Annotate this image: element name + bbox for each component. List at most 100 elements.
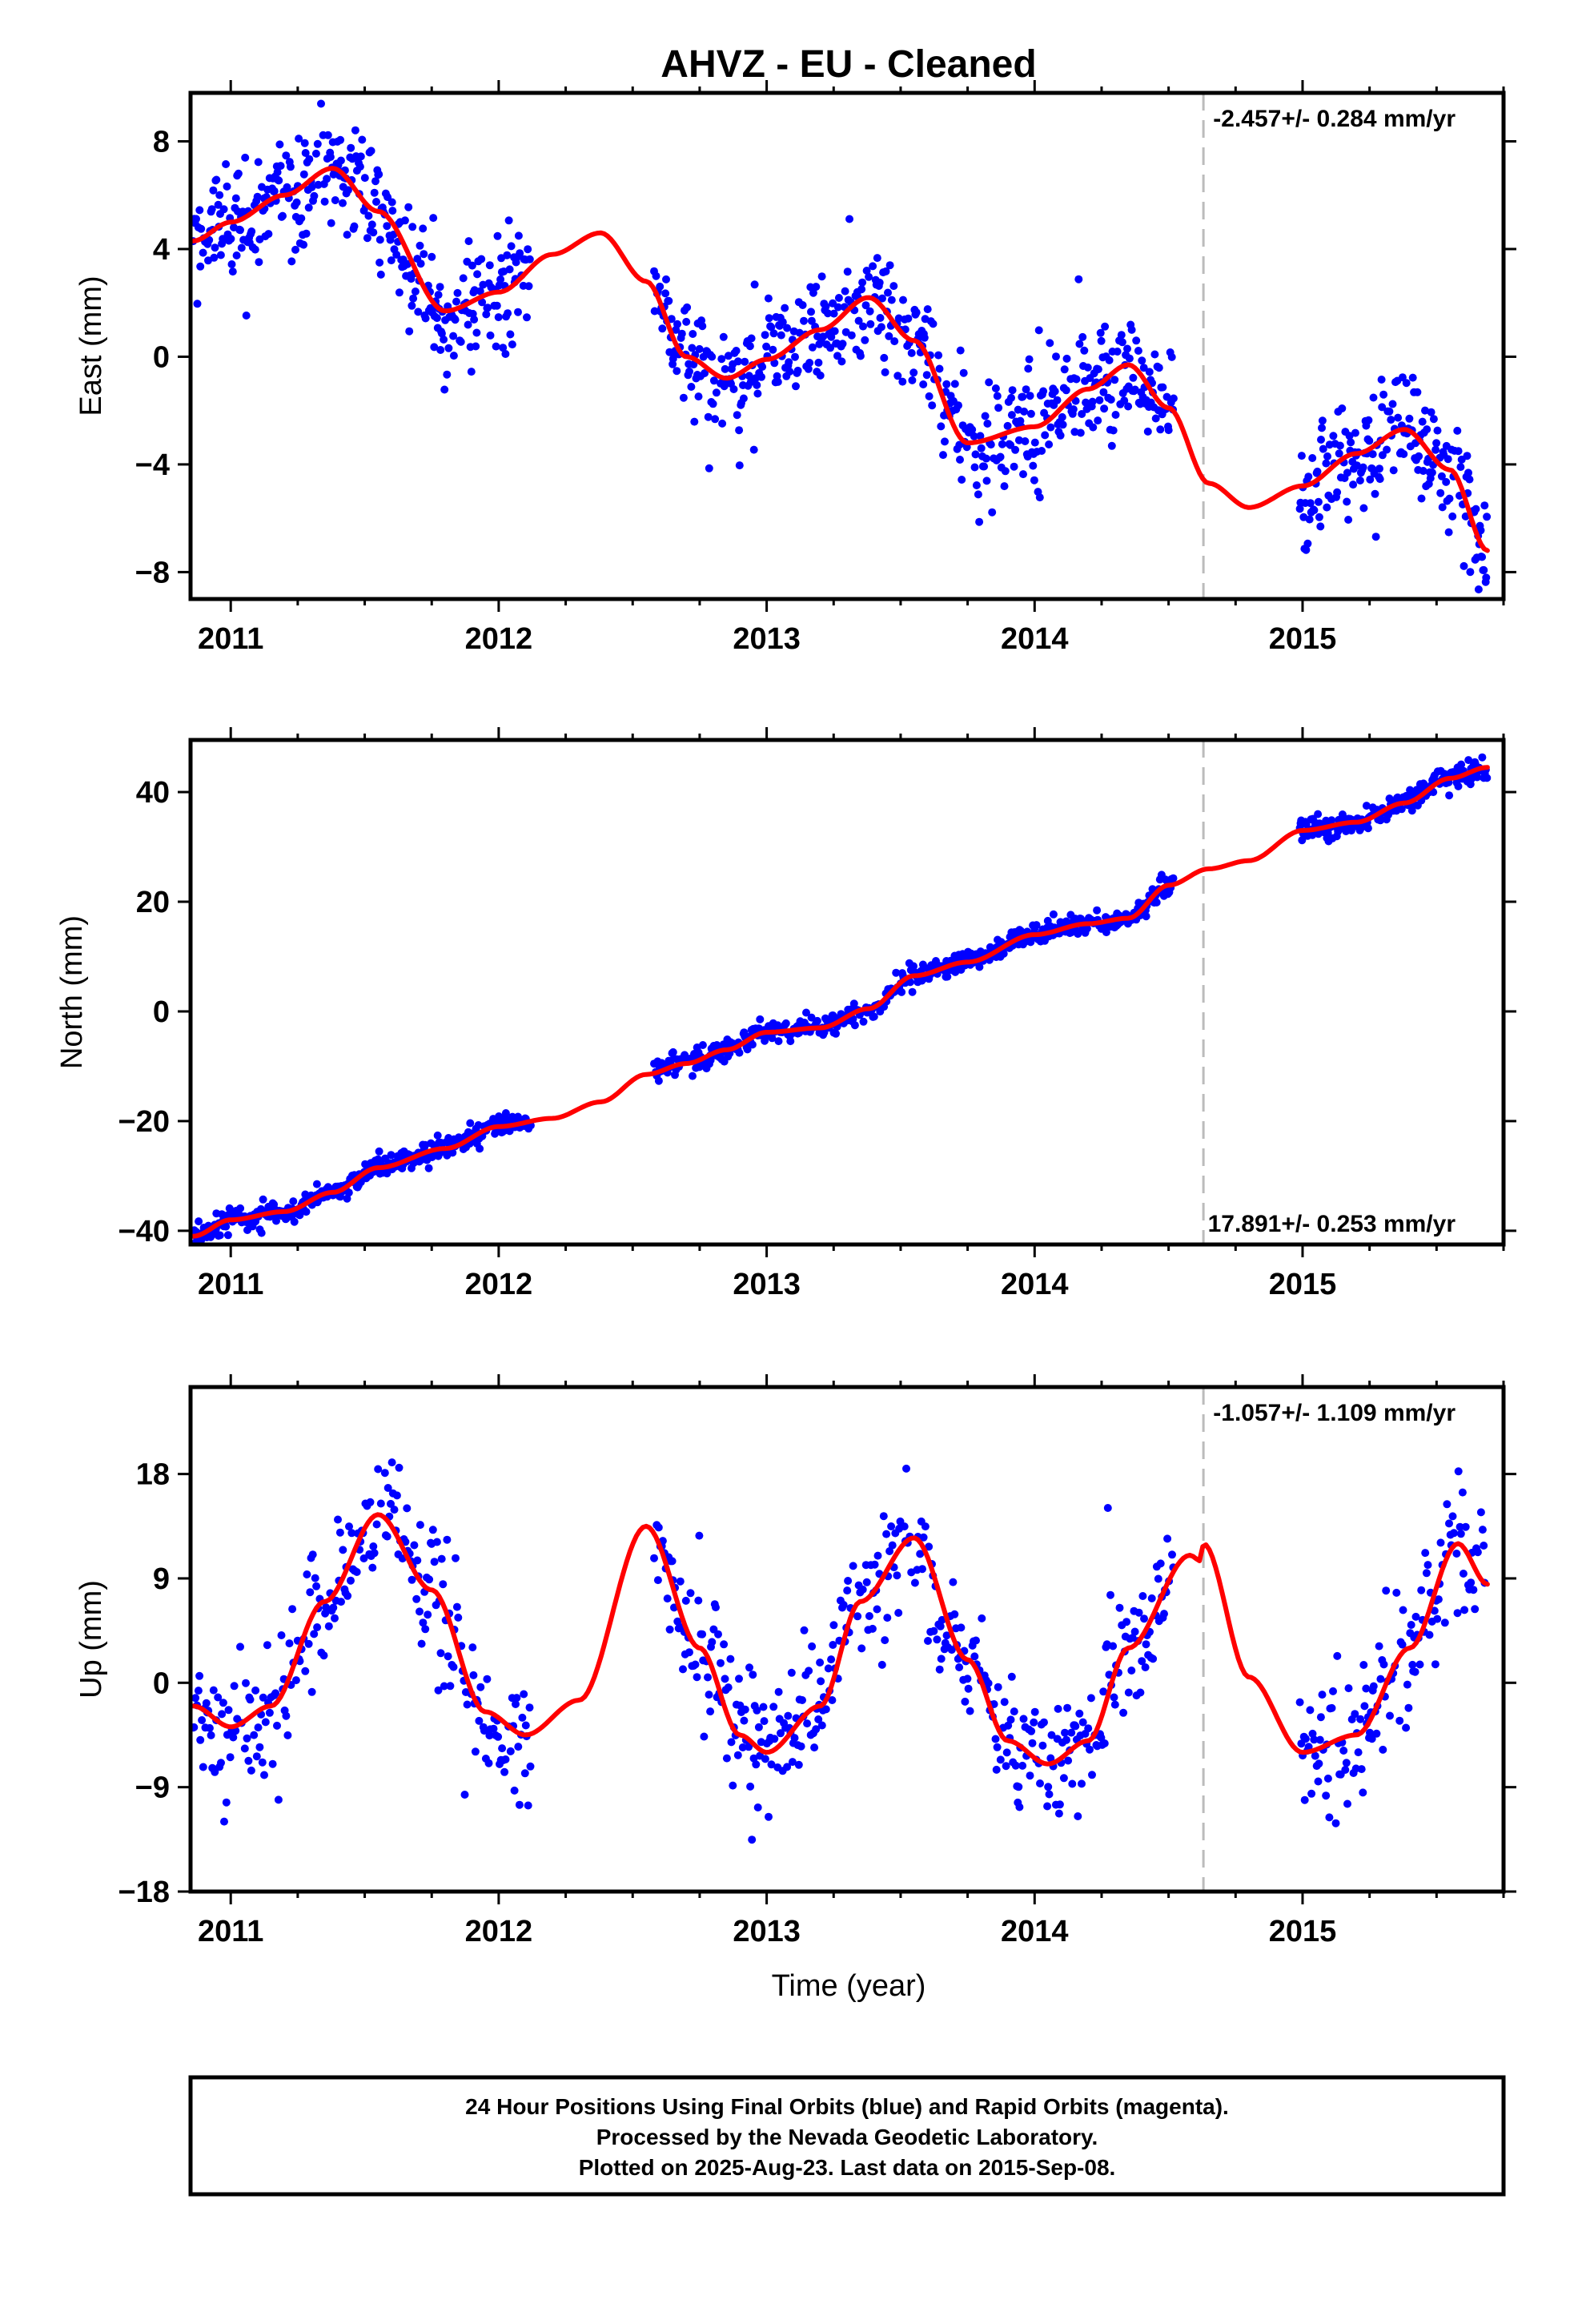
data-point <box>1335 441 1344 450</box>
data-point <box>1055 1800 1064 1809</box>
data-point <box>704 1673 712 1682</box>
data-point <box>724 352 733 360</box>
data-point <box>800 1626 809 1634</box>
data-point <box>794 1760 803 1769</box>
data-point <box>888 1541 897 1550</box>
data-point <box>862 267 871 275</box>
data-point <box>1088 397 1097 406</box>
data-point <box>344 1188 353 1197</box>
data-point <box>282 151 291 160</box>
data-point <box>726 1655 735 1663</box>
data-point <box>302 1208 311 1216</box>
data-point <box>307 183 316 191</box>
data-point <box>814 1715 823 1723</box>
data-point <box>525 1703 534 1712</box>
data-point <box>1075 1709 1084 1718</box>
x-tick-label: 2012 <box>465 622 533 656</box>
data-point <box>1154 1574 1162 1583</box>
data-point <box>784 1711 793 1720</box>
data-point <box>885 261 894 270</box>
data-point <box>759 1703 768 1711</box>
data-point <box>724 1683 733 1692</box>
data-point <box>749 1754 758 1763</box>
data-point <box>464 237 473 246</box>
data-point <box>524 282 533 291</box>
data-point <box>956 456 964 464</box>
data-point <box>745 372 753 380</box>
data-point <box>650 307 659 316</box>
data-point <box>1408 1660 1417 1669</box>
data-point <box>1063 1703 1072 1712</box>
data-point <box>1379 390 1388 399</box>
data-point <box>428 252 436 261</box>
x-tick-label: 2013 <box>733 1268 801 1301</box>
data-point <box>854 316 863 325</box>
data-point <box>1101 322 1110 331</box>
data-point <box>865 1612 873 1620</box>
data-point <box>243 1734 251 1743</box>
data-point <box>873 1551 882 1560</box>
data-point <box>943 972 952 981</box>
data-point <box>843 1586 852 1595</box>
data-point <box>1425 1630 1434 1639</box>
data-point <box>372 198 380 206</box>
y-tick-label: −40 <box>118 1215 170 1248</box>
data-point <box>508 340 516 349</box>
data-point <box>351 126 359 135</box>
data-point <box>1110 1693 1118 1702</box>
data-point <box>1408 373 1417 382</box>
data-point <box>289 1197 298 1206</box>
data-point <box>255 258 263 267</box>
data-point <box>246 1695 255 1704</box>
data-point <box>1445 494 1454 503</box>
data-point <box>1367 1735 1376 1743</box>
data-point <box>829 1641 837 1649</box>
data-point <box>1423 1561 1432 1570</box>
data-point <box>1151 414 1160 423</box>
data-point <box>833 352 841 360</box>
data-point <box>501 1755 510 1763</box>
data-point <box>1106 396 1115 404</box>
data-point <box>1325 1813 1334 1822</box>
data-point <box>972 481 981 489</box>
data-point <box>195 206 204 215</box>
x-axis-label: Time (year) <box>772 1969 926 2003</box>
data-point <box>753 1706 761 1715</box>
data-point <box>1062 386 1070 395</box>
data-point <box>416 1521 424 1530</box>
data-point <box>652 271 661 280</box>
data-point <box>907 348 916 357</box>
data-point <box>663 1594 672 1603</box>
data-point <box>798 1696 806 1704</box>
data-point <box>1162 392 1171 401</box>
data-point <box>1398 373 1407 382</box>
data-point <box>919 380 928 388</box>
data-point <box>1460 1606 1469 1614</box>
data-point <box>343 1591 352 1600</box>
data-point <box>230 1682 239 1691</box>
data-point <box>209 186 218 195</box>
data-point <box>484 1759 493 1767</box>
data-point <box>1125 354 1134 363</box>
data-point <box>1136 1688 1145 1697</box>
data-point <box>504 216 513 225</box>
data-point <box>259 1195 267 1204</box>
data-point <box>466 1119 475 1128</box>
data-point <box>467 368 476 376</box>
data-point <box>1027 1727 1036 1735</box>
data-point <box>976 432 985 440</box>
data-point <box>320 197 329 206</box>
data-point <box>1338 404 1347 412</box>
data-point <box>1129 373 1138 382</box>
data-point <box>1371 533 1380 541</box>
data-point <box>1044 1783 1053 1791</box>
data-point <box>1318 416 1327 425</box>
data-point <box>769 345 777 354</box>
data-point <box>695 344 704 353</box>
data-point <box>478 298 487 307</box>
data-point <box>981 412 990 420</box>
footer-line-2: Processed by the Nevada Geodetic Laborat… <box>596 2125 1098 2149</box>
data-point <box>424 1610 432 1619</box>
data-point <box>1343 1799 1351 1808</box>
data-point <box>331 1614 339 1622</box>
